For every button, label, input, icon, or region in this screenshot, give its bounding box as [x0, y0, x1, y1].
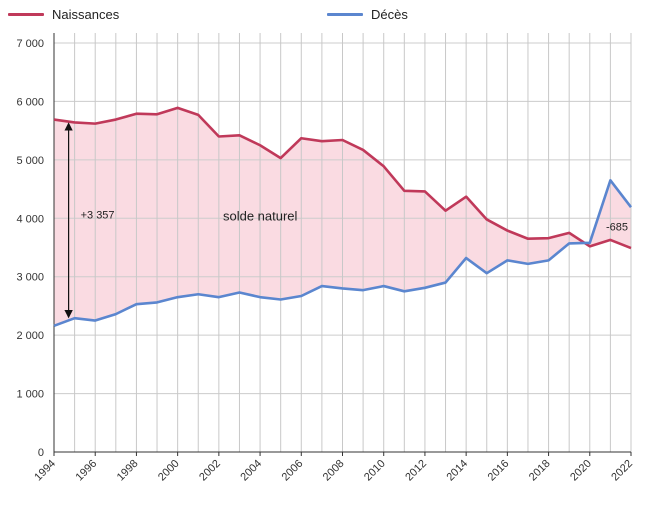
y-tick-label: 0	[38, 447, 44, 459]
legend-label-deces: Décès	[371, 7, 408, 22]
x-tick-label: 2020	[568, 458, 594, 484]
x-tick-label: 2016	[486, 458, 512, 484]
y-tick-label: 5 000	[16, 155, 44, 167]
y-tick-label: 1 000	[16, 389, 44, 401]
legend-naissances[interactable]: Naissances	[8, 7, 119, 22]
x-tick-label: 1998	[115, 458, 141, 484]
x-tick-label: 2000	[156, 458, 182, 484]
legend-label-naissances: Naissances	[52, 7, 120, 22]
y-tick-label: 4 000	[16, 213, 44, 225]
legend-swatch-naissances	[8, 13, 44, 16]
x-tick-label: 2014	[444, 458, 470, 484]
annotation-solde-2022: -685	[606, 221, 628, 233]
series-line-naissances	[53, 106, 632, 250]
x-tick-label: 2012	[403, 458, 429, 484]
legend-swatch-deces	[327, 13, 363, 16]
x-tick-label: 1996	[74, 458, 100, 484]
x-tick-label: 2002	[197, 458, 223, 484]
x-tick-label: 2018	[527, 458, 553, 484]
annotation-solde-1995: +3 357	[81, 209, 115, 221]
series-line-deces	[53, 179, 633, 328]
x-tick-label: 1994	[32, 458, 58, 484]
y-tick-label: 2 000	[16, 330, 44, 342]
x-tick-label: 2008	[321, 458, 347, 484]
x-tick-label: 2004	[238, 458, 264, 484]
y-tick-label: 7 000	[16, 38, 44, 50]
x-tick-label: 2010	[362, 458, 388, 484]
x-tick-label: 2022	[609, 458, 635, 484]
y-tick-label: 3 000	[16, 272, 44, 284]
y-tick-label: 6 000	[16, 96, 44, 108]
x-tick-label: 2006	[280, 458, 306, 484]
area-label: solde naturel	[223, 208, 298, 223]
legend-deces[interactable]: Décès	[327, 7, 408, 22]
